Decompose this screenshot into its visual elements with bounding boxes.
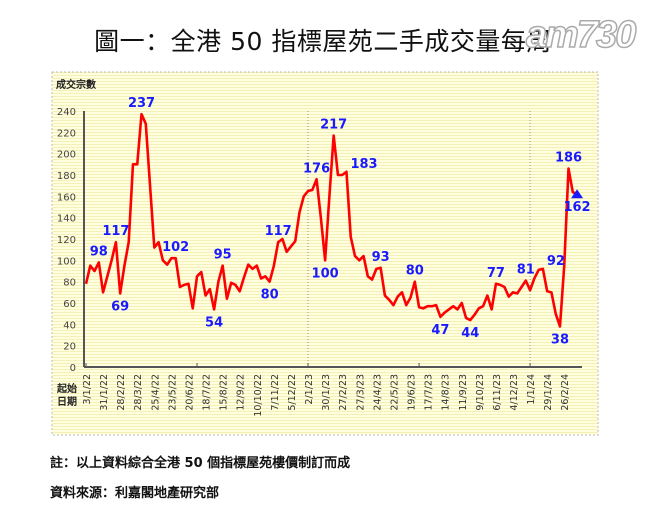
data-label: 80 xyxy=(406,264,424,279)
data-label: 117 xyxy=(265,224,292,239)
data-label: 54 xyxy=(205,315,223,330)
x-tick-label: 5/12/22 xyxy=(287,374,298,411)
x-tick-label: 9/10/23 xyxy=(475,374,486,411)
y-tick-label: 220 xyxy=(57,128,76,139)
y-tick-label: 20 xyxy=(63,342,76,353)
y-tick-label: 200 xyxy=(57,150,76,161)
x-tick-label: 20/6/22 xyxy=(184,374,195,411)
x-tick-label: 11/9/23 xyxy=(458,374,469,411)
x-tick-label: 12/9/22 xyxy=(236,374,247,411)
y-tick-label: 40 xyxy=(63,320,76,331)
x-tick-label: 29/1/24 xyxy=(543,374,554,411)
data-label: 44 xyxy=(461,326,479,341)
data-label: 176 xyxy=(303,161,330,176)
x-tick-label: 24/4/23 xyxy=(372,374,383,411)
x-tick-label: 25/4/22 xyxy=(150,374,161,411)
x-axis-title-line2: 日期 xyxy=(57,395,77,408)
data-label: 80 xyxy=(261,288,279,303)
y-tick-label: 60 xyxy=(63,299,76,310)
data-label: 102 xyxy=(162,240,189,255)
data-label: 92 xyxy=(547,254,565,269)
x-tick-label: 23/5/22 xyxy=(167,374,178,411)
y-tick-label: 240 xyxy=(57,107,76,118)
x-tick-label: 22/5/23 xyxy=(389,374,400,411)
x-tick-label: 2/1/23 xyxy=(304,374,315,405)
x-tick-label: 27/2/23 xyxy=(338,374,349,411)
x-tick-label: 4/12/23 xyxy=(509,374,520,411)
data-label: 98 xyxy=(90,244,108,259)
data-label: 77 xyxy=(487,266,505,281)
data-label: 47 xyxy=(431,323,449,338)
x-tick-label: 19/6/23 xyxy=(407,374,418,411)
x-tick-label: 10/10/22 xyxy=(253,374,264,417)
x-tick-label: 28/2/22 xyxy=(116,374,127,411)
y-tick-label: 100 xyxy=(57,256,76,267)
y-axis-title: 成交宗數 xyxy=(56,78,96,91)
source-note: 資料來源：利嘉閣地產研究部 xyxy=(50,486,220,501)
data-label: 186 xyxy=(555,151,582,166)
data-label: 100 xyxy=(312,266,339,281)
x-tick-label: 15/8/22 xyxy=(219,374,230,411)
watermark-logo: am730 xyxy=(525,13,637,57)
x-tick-label: 26/2/24 xyxy=(560,374,571,411)
data-label: 183 xyxy=(350,157,377,172)
x-tick-label: 27/3/23 xyxy=(355,374,366,411)
y-tick-label: 140 xyxy=(57,214,76,225)
chart-title: 圖一：全港 50 指標屋苑二手成交量每周 xyxy=(94,27,552,56)
series-line xyxy=(84,112,578,328)
x-axis-title-line1: 起始 xyxy=(56,382,77,395)
data-label: 93 xyxy=(372,250,390,265)
x-tick-label: 30/1/23 xyxy=(321,374,332,411)
data-label: 38 xyxy=(551,332,569,347)
data-label: 237 xyxy=(128,96,155,111)
y-tick-label: 160 xyxy=(57,192,76,203)
x-tick-label: 17/7/23 xyxy=(424,374,435,411)
data-label: 81 xyxy=(517,263,535,278)
x-tick-label: 1/1/24 xyxy=(526,374,537,405)
footnote: 註：以上資料綜合全港 50 個指標屋苑樓價制訂而成 xyxy=(50,456,351,471)
data-label: 162 xyxy=(563,200,590,215)
x-tick-label: 3/1/22 xyxy=(82,374,93,405)
data-label: 117 xyxy=(102,224,129,239)
x-tick-label: 31/1/22 xyxy=(99,374,110,411)
data-label: 217 xyxy=(320,118,347,133)
data-label: 69 xyxy=(111,299,129,314)
x-tick-label: 18/7/22 xyxy=(202,374,213,411)
y-tick-label: 180 xyxy=(57,171,76,182)
y-tick-label: 80 xyxy=(63,278,76,289)
x-tick-label: 7/11/22 xyxy=(270,374,281,411)
x-tick-label: 14/8/23 xyxy=(441,374,452,411)
data-label: 95 xyxy=(214,248,232,263)
y-tick-label: 120 xyxy=(57,235,76,246)
last-point-triangle-marker xyxy=(571,189,584,199)
x-tick-label: 28/3/22 xyxy=(133,374,144,411)
y-tick-label: 0 xyxy=(70,363,76,374)
x-tick-label: 6/11/23 xyxy=(492,374,503,411)
